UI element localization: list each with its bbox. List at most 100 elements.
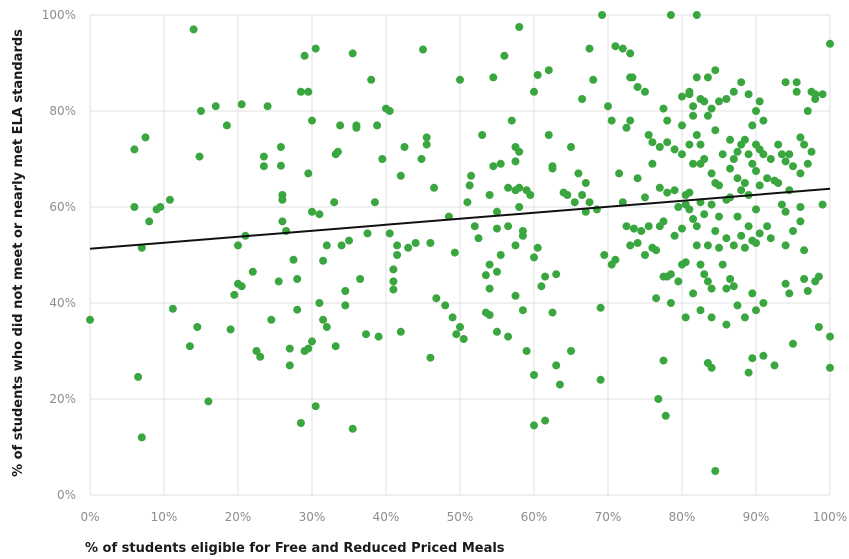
data-point <box>578 191 587 199</box>
data-point <box>659 217 668 226</box>
data-point <box>729 241 738 250</box>
data-point <box>685 188 694 197</box>
x-axis-ticks: 0% 10% 20% 30% 40% 50% 60% 70% 80% 90% 100% <box>80 510 847 524</box>
data-point <box>752 167 760 175</box>
data-point <box>396 327 405 336</box>
y-tick-label: 0% <box>57 488 76 502</box>
data-point <box>518 231 527 240</box>
data-point <box>711 227 720 235</box>
data-point <box>696 260 705 269</box>
data-point <box>803 159 812 168</box>
data-point <box>304 87 313 96</box>
data-point <box>548 164 557 173</box>
x-tick-label: 20% <box>225 510 252 524</box>
data-point <box>296 87 305 96</box>
data-point <box>422 133 431 142</box>
data-point <box>581 207 590 216</box>
data-point <box>86 315 94 324</box>
data-point <box>195 152 204 161</box>
data-point <box>789 227 797 235</box>
data-point <box>733 212 742 221</box>
data-point <box>800 140 809 149</box>
y-tick-label: 40% <box>49 296 76 310</box>
data-point <box>648 138 657 147</box>
data-point <box>362 330 371 339</box>
data-point <box>581 179 590 187</box>
data-point <box>633 239 642 247</box>
data-point <box>777 150 786 159</box>
gridlines <box>89 14 831 496</box>
data-point <box>711 66 720 75</box>
data-point <box>600 251 609 259</box>
data-point <box>493 327 501 336</box>
data-point <box>504 222 513 231</box>
data-point <box>385 229 394 238</box>
data-point <box>511 241 520 250</box>
trendline <box>89 187 831 250</box>
data-point <box>715 212 723 221</box>
data-point <box>485 284 494 293</box>
data-point <box>752 205 760 214</box>
data-point <box>726 135 735 144</box>
data-point <box>711 126 720 135</box>
data-point <box>259 152 268 161</box>
data-point <box>666 299 675 307</box>
data-point <box>141 133 150 142</box>
data-point <box>803 287 812 295</box>
data-point <box>336 121 345 130</box>
data-point <box>685 205 694 214</box>
data-point <box>763 174 772 183</box>
data-point <box>570 198 579 207</box>
data-point <box>789 162 797 171</box>
data-point <box>689 102 698 111</box>
data-point <box>759 351 768 360</box>
data-point <box>752 306 760 315</box>
data-point <box>248 267 257 276</box>
data-point <box>367 75 376 84</box>
data-point <box>348 424 357 433</box>
data-point <box>544 66 553 75</box>
data-point <box>541 272 550 281</box>
data-point <box>678 224 686 233</box>
data-point <box>489 73 498 82</box>
data-point <box>548 308 557 317</box>
data-point <box>393 251 402 259</box>
data-point <box>496 251 505 259</box>
data-point <box>285 361 294 370</box>
data-point <box>652 246 661 255</box>
data-point <box>263 102 272 111</box>
data-point <box>567 347 575 355</box>
data-point <box>826 363 834 372</box>
data-point <box>417 155 426 163</box>
data-point <box>308 207 316 216</box>
data-point <box>496 159 505 168</box>
data-point <box>604 102 612 111</box>
data-point <box>611 42 620 51</box>
data-point <box>755 97 764 106</box>
data-points <box>86 11 834 475</box>
data-point <box>748 289 757 298</box>
data-point <box>626 116 635 125</box>
data-point <box>663 138 672 147</box>
data-point <box>319 256 328 265</box>
trendline-layer <box>89 187 831 250</box>
data-point <box>685 140 694 149</box>
data-point <box>493 224 501 233</box>
data-point <box>707 200 716 209</box>
data-point <box>137 433 146 442</box>
data-point <box>807 147 816 156</box>
data-point <box>759 150 768 159</box>
data-point <box>459 335 468 343</box>
data-point <box>319 315 328 324</box>
data-point <box>315 210 324 219</box>
data-point <box>678 150 686 159</box>
x-tick-label: 50% <box>447 510 474 524</box>
data-point <box>689 215 698 223</box>
data-point <box>185 342 194 351</box>
x-tick-label: 10% <box>151 510 178 524</box>
x-tick-label: 40% <box>373 510 400 524</box>
data-point <box>441 301 450 310</box>
data-point <box>168 304 177 313</box>
data-point <box>796 203 805 211</box>
data-point <box>655 183 664 192</box>
